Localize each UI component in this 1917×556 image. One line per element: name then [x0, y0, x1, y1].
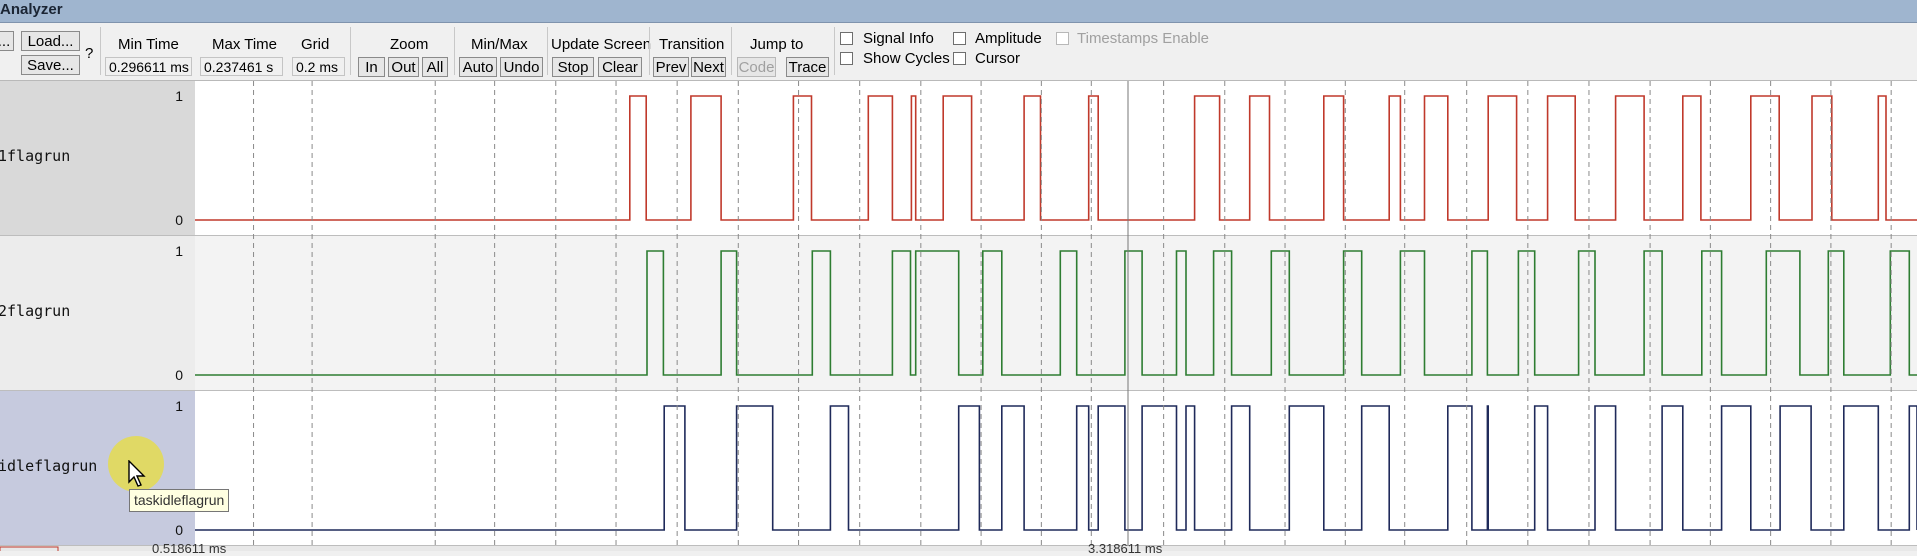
zoom-all-button[interactable]: All: [422, 57, 448, 77]
amplitude-label: Amplitude: [975, 30, 1042, 47]
signal-waveform-2flagrun: [195, 250, 1917, 376]
load-button[interactable]: Load...: [21, 31, 80, 51]
signal-max-label: 1: [175, 243, 183, 259]
signal-info-checkbox[interactable]: [840, 32, 853, 45]
separator: [547, 27, 548, 75]
zoom-in-button[interactable]: In: [358, 57, 385, 77]
jump-to-trace-button[interactable]: Trace: [786, 57, 829, 77]
cursor-label: Cursor: [975, 50, 1021, 67]
help-button[interactable]: ?: [85, 45, 94, 62]
minmax-auto-button[interactable]: Auto: [459, 57, 497, 77]
signal-waveform-idleflagrun: [195, 405, 1917, 531]
title-bar: Analyzer: [0, 0, 1917, 23]
show-cycles-label: Show Cycles: [863, 50, 950, 67]
time-ruler-left: 0.518611 ms: [152, 541, 227, 556]
minmax-label: Min/Max: [471, 36, 528, 53]
jump-to-code-button[interactable]: Code: [737, 57, 776, 77]
signal-info-label: Signal Info: [863, 30, 934, 47]
signal-name: 2flagrun: [0, 302, 70, 320]
separator: [649, 27, 650, 75]
signal-max-label: 1: [175, 398, 183, 414]
show-cycles-checkbox[interactable]: [840, 52, 853, 65]
waveform-display[interactable]: 1flagrun 1 0 2flagrun 1 0 idleflagrun 1 0: [0, 81, 1917, 551]
setup-button[interactable]: ...: [0, 31, 14, 51]
signal-row-background: [195, 391, 1917, 545]
save-button[interactable]: Save...: [21, 55, 80, 75]
max-time-label: Max Time: [212, 36, 278, 53]
separator: [834, 27, 835, 75]
zoom-label: Zoom: [390, 36, 429, 53]
signal-tooltip: taskidleflagrun: [129, 489, 230, 512]
signal-row-background: [195, 81, 1917, 235]
next-transition-button[interactable]: Next: [691, 57, 726, 77]
signal-min-label: 0: [175, 367, 183, 383]
separator: [454, 27, 455, 75]
signal-waveform-1flagrun: [195, 95, 1917, 221]
timestamps-enable-label: Timestamps Enable: [1077, 30, 1209, 47]
amplitude-checkbox[interactable]: [953, 32, 966, 45]
max-time-value: 0.237461 s: [200, 57, 283, 76]
signal-min-label: 0: [175, 522, 183, 538]
timestamps-enable-checkbox[interactable]: [1056, 32, 1069, 45]
window-title: Analyzer: [0, 1, 63, 18]
grid-value: 0.2 ms: [292, 57, 345, 76]
time-ruler-right: 3.318611 ms: [1088, 541, 1163, 556]
separator: [350, 27, 351, 75]
minmax-undo-button[interactable]: Undo: [500, 57, 543, 77]
clear-button[interactable]: Clear: [598, 57, 642, 77]
time-ruler: [0, 546, 1917, 551]
prev-transition-button[interactable]: Prev: [653, 57, 689, 77]
min-time-value: 0.296611 ms: [105, 57, 192, 76]
min-time-label: Min Time: [118, 36, 179, 53]
signal-name: 1flagrun: [0, 147, 70, 165]
update-screen-label: Update Screen: [551, 36, 652, 53]
transition-label: Transition: [659, 36, 725, 53]
jump-to-label: Jump to: [750, 36, 804, 53]
mouse-pointer-icon: [128, 460, 146, 487]
signal-name: idleflagrun: [0, 457, 97, 475]
signal-min-label: 0: [175, 212, 183, 228]
toolbar: ... Load... Save... ? Min Time 0.296611 …: [0, 23, 1917, 81]
signal-label-panel[interactable]: [0, 236, 195, 390]
cursor-checkbox[interactable]: [953, 52, 966, 65]
signal-label-panel[interactable]: [0, 81, 195, 235]
zoom-out-button[interactable]: Out: [388, 57, 419, 77]
ruler-marker: [0, 546, 59, 551]
signal-max-label: 1: [175, 88, 183, 104]
separator: [100, 27, 101, 75]
separator: [731, 27, 732, 75]
stop-button[interactable]: Stop: [552, 57, 594, 77]
signal-row-background: [195, 236, 1917, 390]
grid-label: Grid: [301, 36, 330, 53]
